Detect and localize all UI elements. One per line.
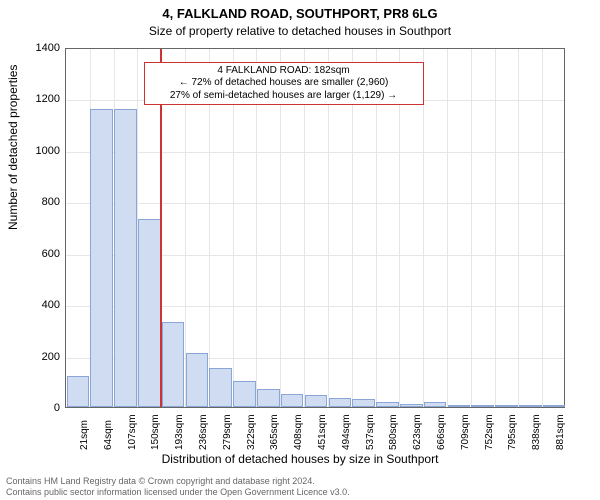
histogram-bar [305,395,328,407]
y-tick-label: 200 [5,352,60,363]
histogram-bar [162,322,185,407]
histogram-bar [67,376,90,407]
histogram-bar [329,398,352,407]
gridline-h [66,203,564,204]
histogram-bar [352,399,375,407]
annotation-line: 4 FALKLAND ROAD: 182sqm [149,65,419,78]
gridline-v [447,49,448,407]
x-tick-label: 64sqm [104,420,114,450]
histogram-bar [448,405,471,407]
x-tick-label: 580sqm [389,414,399,450]
chart-container: { "chart": { "type": "histogram", "title… [0,0,600,500]
x-tick-label: 193sqm [175,414,185,450]
x-tick-label: 21sqm [80,420,90,450]
x-tick-label: 795sqm [508,414,518,450]
x-tick-label: 838sqm [532,414,542,450]
histogram-bar [400,404,423,407]
x-tick-label: 279sqm [223,414,233,450]
histogram-bar [257,389,280,407]
x-tick-label: 408sqm [294,414,304,450]
x-tick-label: 881sqm [556,414,566,450]
x-tick-label: 150sqm [151,414,161,450]
x-tick-label: 322sqm [247,414,257,450]
histogram-bar [424,402,447,407]
x-tick-label: 365sqm [270,414,280,450]
gridline-v [471,49,472,407]
footer-line-2: Contains public sector information licen… [6,487,350,498]
y-tick-label: 0 [5,403,60,414]
gridline-v [495,49,496,407]
histogram-bar [114,109,137,407]
histogram-bar [471,405,494,407]
histogram-bar [138,219,161,407]
x-axis-label: Distribution of detached houses by size … [0,452,600,466]
gridline-v [542,49,543,407]
histogram-bar [281,394,304,407]
gridline-v [518,49,519,407]
histogram-bar [495,405,518,407]
y-tick-label: 400 [5,300,60,311]
y-tick-label: 1400 [5,43,60,54]
gridline-h [66,152,564,153]
chart-title-sub: Size of property relative to detached ho… [0,24,600,38]
x-tick-label: 623sqm [413,414,423,450]
histogram-bar [90,109,113,407]
x-tick-label: 752sqm [485,414,495,450]
footer-attribution: Contains HM Land Registry data © Crown c… [6,476,350,498]
plot-area: 4 FALKLAND ROAD: 182sqm← 72% of detached… [65,48,565,408]
x-tick-label: 537sqm [366,414,376,450]
annotation-line: ← 72% of detached houses are smaller (2,… [149,77,419,90]
histogram-bar [233,381,256,407]
x-tick-label: 107sqm [128,414,138,450]
histogram-bar [543,405,566,407]
y-tick-label: 1000 [5,146,60,157]
histogram-bar [519,405,542,407]
x-tick-label: 709sqm [461,414,471,450]
histogram-bar [376,402,399,407]
x-tick-label: 494sqm [342,414,352,450]
annotation-line: 27% of semi-detached houses are larger (… [149,90,419,103]
x-tick-label: 236sqm [199,414,209,450]
y-tick-label: 800 [5,197,60,208]
y-tick-label: 1200 [5,94,60,105]
x-tick-label: 451sqm [318,414,328,450]
histogram-bar [186,353,209,407]
histogram-bar [209,368,232,407]
x-tick-label: 666sqm [437,414,447,450]
chart-title-main: 4, FALKLAND ROAD, SOUTHPORT, PR8 6LG [0,6,600,21]
y-tick-label: 600 [5,249,60,260]
annotation-box: 4 FALKLAND ROAD: 182sqm← 72% of detached… [144,62,424,106]
footer-line-1: Contains HM Land Registry data © Crown c… [6,476,350,487]
